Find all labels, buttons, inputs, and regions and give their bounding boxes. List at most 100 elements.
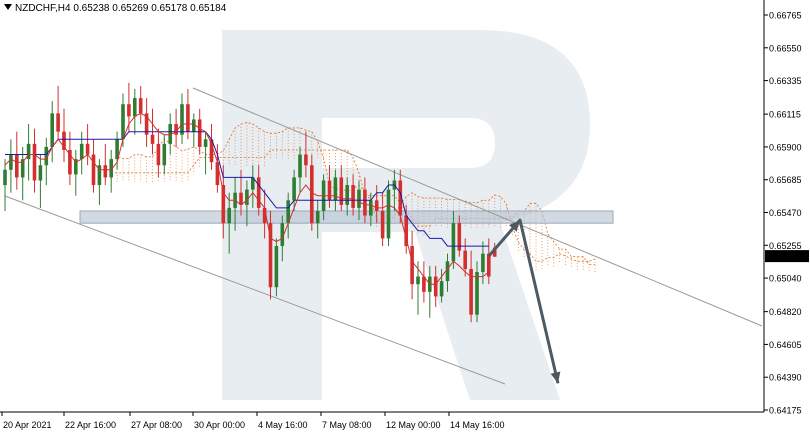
candle-body: [9, 154, 13, 170]
candle: [251, 165, 255, 208]
candle: [3, 159, 7, 211]
candle: [463, 238, 467, 277]
candle: [386, 180, 391, 247]
candle: [144, 98, 149, 147]
candle: [369, 192, 373, 227]
candle: [351, 174, 355, 216]
candle-body: [481, 253, 485, 272]
chart-header: NZDCHF,H4 0.65238 0.65269 0.65178 0.6518…: [4, 3, 226, 14]
candle-body: [327, 180, 332, 201]
candle: [298, 146, 302, 193]
candle: [85, 124, 90, 166]
candle: [138, 85, 143, 125]
candle-body: [492, 247, 497, 257]
candle: [433, 265, 438, 308]
candle-body: [56, 113, 60, 132]
price-tick-label: 0.65900: [769, 142, 802, 152]
candle-body: [79, 143, 84, 160]
candle: [156, 128, 161, 178]
candle: [44, 137, 49, 186]
candle-body: [138, 98, 143, 114]
candle-body: [487, 253, 491, 277]
candle-body: [168, 124, 172, 144]
symbol-dropdown-icon[interactable]: [4, 4, 12, 10]
time-tick-label: 4 May 16:00: [258, 420, 308, 430]
candle: [327, 165, 332, 208]
candle-body: [251, 177, 255, 190]
candle-body: [221, 185, 226, 224]
candle-body: [380, 210, 385, 239]
candle-body: [351, 185, 355, 208]
candle-body: [280, 223, 285, 247]
forecast-arrowhead-up: [509, 220, 520, 232]
candle: [103, 143, 108, 186]
forecast-arrows: [487, 218, 561, 384]
candle-body: [62, 131, 66, 150]
candle-body: [339, 177, 344, 205]
candle: [268, 210, 273, 300]
candle: [62, 108, 66, 163]
candle-body: [239, 192, 243, 205]
candle-body: [268, 223, 273, 288]
candle: [79, 131, 84, 175]
candle-body: [410, 246, 414, 285]
candle-body: [85, 143, 90, 155]
candle: [339, 165, 344, 211]
candle: [469, 250, 473, 323]
candle-body: [127, 104, 131, 117]
candle: [180, 93, 184, 144]
candle-body: [74, 159, 78, 175]
candle: [20, 146, 25, 201]
candle-body: [286, 200, 290, 224]
candle-body: [463, 250, 467, 269]
candle-body: [133, 98, 137, 117]
candle: [109, 149, 113, 193]
candle: [68, 131, 72, 186]
candle: [192, 113, 196, 147]
candle-body: [97, 165, 102, 186]
candle: [374, 185, 379, 224]
candle: [15, 131, 19, 190]
candle: [168, 113, 172, 155]
candle-body: [369, 200, 373, 216]
candle: [475, 261, 479, 323]
candle-body: [15, 154, 19, 178]
price-tick-label: 0.66115: [769, 110, 801, 120]
candle: [245, 180, 249, 227]
candle: [416, 261, 420, 315]
candle: [215, 143, 220, 193]
candle-body: [357, 189, 361, 208]
forecast-arrowhead-down: [550, 371, 561, 384]
candle-body: [374, 200, 379, 211]
candle-body: [91, 154, 96, 186]
candle-body: [475, 271, 479, 315]
candlesticks[interactable]: [3, 82, 497, 323]
candle-body: [469, 268, 473, 315]
candle: [410, 230, 414, 300]
candle: [162, 134, 167, 175]
candle: [38, 154, 43, 208]
candle: [404, 204, 408, 254]
price-tick-label: 0.66550: [769, 43, 802, 53]
candle-body: [416, 276, 420, 285]
candle: [74, 149, 78, 196]
time-tick-label: 7 May 08:00: [322, 420, 372, 430]
candle-body: [262, 207, 267, 224]
low-value: 0.65178: [151, 3, 188, 14]
candle-body: [304, 154, 308, 166]
candle-body: [109, 159, 113, 178]
candle-body: [345, 185, 349, 205]
candle: [380, 192, 385, 247]
candle: [50, 101, 54, 163]
candle: [292, 169, 296, 211]
price-tick-label: 0.64820: [769, 307, 802, 317]
candle: [274, 238, 279, 297]
candle-body: [180, 104, 184, 135]
trend-channel: [4, 87, 763, 385]
candle-body: [333, 177, 338, 201]
candle: [56, 85, 60, 140]
tenkan-line: [4, 112, 490, 285]
candle-body: [315, 210, 320, 224]
